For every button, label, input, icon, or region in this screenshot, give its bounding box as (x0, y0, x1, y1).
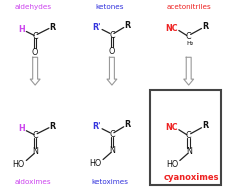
Text: N: N (109, 146, 115, 155)
Text: NC: NC (166, 24, 178, 33)
Text: H: H (18, 124, 25, 133)
Text: O: O (109, 47, 115, 56)
Text: C: C (186, 131, 192, 140)
Text: R: R (202, 22, 208, 31)
Text: R: R (202, 121, 208, 130)
Text: N: N (186, 147, 192, 156)
Polygon shape (184, 57, 194, 85)
Text: R: R (49, 122, 55, 131)
Text: O: O (32, 48, 38, 57)
Text: HO: HO (166, 160, 178, 169)
Text: R: R (125, 120, 131, 129)
Text: C: C (109, 130, 115, 139)
Text: ketoximes: ketoximes (91, 179, 128, 185)
Text: C: C (32, 32, 38, 41)
Text: NC: NC (166, 123, 178, 132)
Text: ketones: ketones (96, 4, 124, 10)
Polygon shape (107, 57, 117, 85)
Text: aldehydes: aldehydes (15, 4, 52, 10)
Text: R: R (49, 23, 55, 32)
Polygon shape (30, 57, 40, 85)
Text: C: C (186, 32, 192, 41)
Text: HO: HO (89, 159, 101, 168)
Text: R': R' (92, 23, 100, 32)
Text: cyanoximes: cyanoximes (164, 173, 220, 182)
Text: aldoximes: aldoximes (15, 179, 52, 185)
Text: C: C (32, 131, 38, 140)
Text: acetonitriles: acetonitriles (166, 4, 211, 10)
Text: H: H (18, 25, 25, 34)
Text: H₂: H₂ (186, 41, 193, 46)
Text: C: C (109, 31, 115, 40)
FancyBboxPatch shape (150, 90, 221, 185)
Text: R: R (125, 21, 131, 30)
Text: R': R' (92, 122, 100, 131)
Text: N: N (32, 147, 38, 156)
Text: HO: HO (12, 160, 25, 169)
